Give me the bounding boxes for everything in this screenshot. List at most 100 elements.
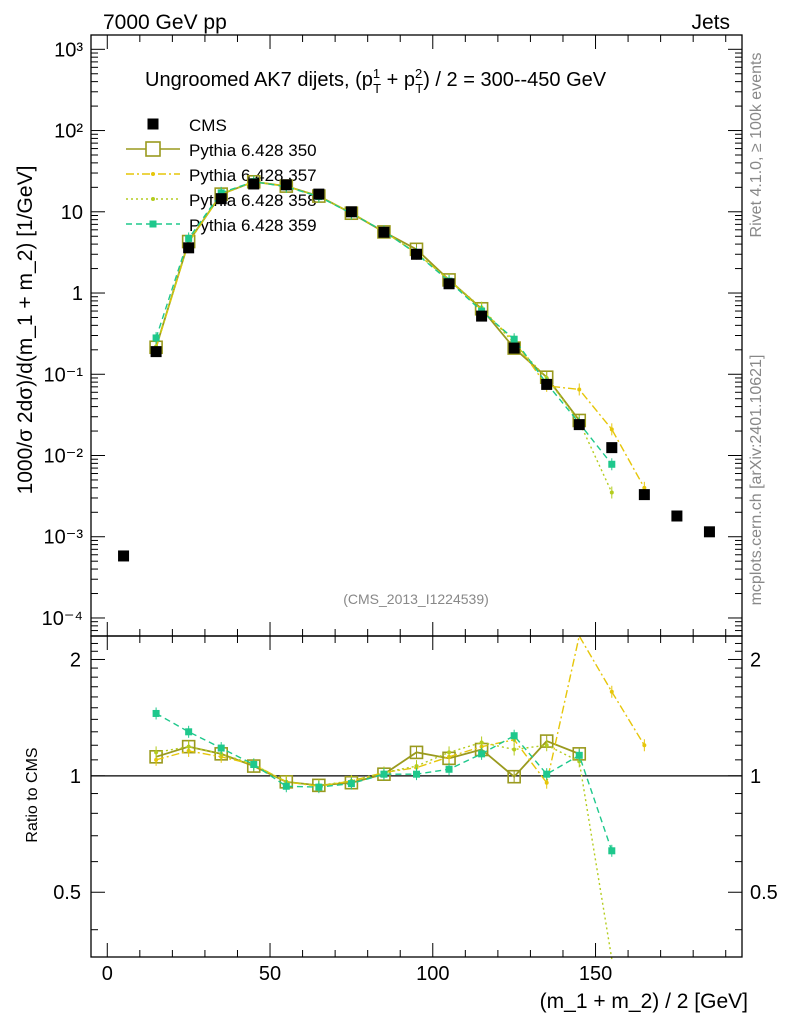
series-point (186, 744, 191, 749)
legend-marker (151, 172, 155, 176)
ratio-tick-label: 2 (70, 649, 81, 671)
data-point (118, 550, 130, 562)
series-point (609, 490, 614, 495)
series-point (154, 750, 159, 755)
series-point (282, 782, 290, 790)
data-point (541, 378, 553, 390)
x-tick-label: 150 (579, 963, 612, 985)
data-point (345, 206, 357, 218)
series-point (510, 335, 518, 343)
series-point (544, 780, 549, 785)
series-point (512, 747, 517, 752)
x-tick-label: 100 (416, 963, 449, 985)
legend-label: Pythia 6.428 358 (189, 191, 317, 210)
series-point (413, 770, 420, 778)
series-point (380, 770, 388, 778)
series-point (347, 780, 355, 788)
series-point (577, 387, 582, 392)
y-tick-label: 10⁻³ (44, 527, 84, 549)
series-point (479, 740, 484, 745)
legend-marker (151, 197, 155, 201)
series-point (609, 427, 614, 432)
series-point (447, 750, 452, 755)
legend-marker (149, 220, 157, 228)
ratio-tick-label: 0.5 (53, 882, 81, 904)
data-point (248, 178, 260, 190)
axes: 10⁻⁴ 10⁻³ 10⁻² 10⁻¹ 1 10 10² 10³ 0.5 0.5 1 1 2 2 0 50 10… (42, 34, 778, 985)
series-point (608, 460, 616, 468)
series-point (445, 765, 453, 773)
series-point (414, 764, 419, 769)
x-tick-label: 0 (102, 963, 113, 985)
data-point (215, 193, 227, 205)
series-line-3-ratio (155, 712, 613, 852)
series-point (642, 743, 647, 748)
y-tick-label: 10³ (54, 39, 83, 61)
data-point (313, 188, 325, 200)
legend-item-3: Pythia 6.428 359 (126, 216, 317, 235)
legend-marker (145, 141, 161, 157)
series-point (409, 745, 424, 760)
data-point (671, 510, 683, 522)
y-axis-label: 1000/σ 2dσ)/d(m_1 + m_2) [1/GeV] (14, 166, 37, 495)
data-point (443, 278, 455, 290)
data-point (606, 442, 618, 454)
data-point (280, 179, 292, 191)
series-point (152, 334, 160, 342)
header-right: Jets (691, 11, 730, 34)
legend-item-data: CMS (147, 116, 227, 135)
legend-label: CMS (189, 116, 227, 135)
series-point (315, 783, 323, 791)
x-tick-label: 50 (259, 963, 281, 985)
series-point (609, 689, 614, 694)
y-tick-label: 10 (61, 202, 83, 224)
ratio-tick-label-right: 1 (750, 766, 761, 788)
main-plot (118, 174, 715, 562)
series-point (510, 732, 518, 740)
ratio-frame (90, 635, 743, 958)
series-point (543, 770, 551, 778)
analysis-id: (CMS_2013_I1224539) (343, 591, 489, 607)
series-point (575, 751, 583, 759)
series-point (154, 757, 159, 762)
data-point (150, 346, 162, 358)
mcplots-label: mcplots.cern.ch [arXiv:2401.10621] (748, 355, 765, 606)
ratio-tick-label-right: 2 (750, 649, 761, 671)
y-tick-label: 10⁻¹ (44, 364, 84, 386)
y-tick-label: 10⁻⁴ (42, 608, 83, 630)
ratio-y-axis-label: Ratio to CMS (24, 747, 41, 842)
data-point (476, 310, 488, 322)
series-point (152, 709, 160, 717)
legend-label: Pythia 6.428 359 (189, 216, 317, 235)
data-point (638, 489, 650, 501)
data-point (508, 342, 520, 354)
header-left: 7000 GeV pp (103, 11, 227, 34)
data-point (378, 226, 390, 238)
x-axis-label: (m_1 + m_2) / 2 [GeV] (540, 990, 748, 1013)
series-point (544, 743, 549, 748)
legend-data-marker (147, 118, 159, 130)
ratio-tick-label: 1 (70, 766, 81, 788)
series-point (507, 769, 521, 784)
series-point (608, 847, 616, 855)
data-point (573, 419, 585, 431)
series-point (217, 189, 225, 197)
y-tick-label: 10⁻² (44, 445, 84, 467)
data-point (183, 242, 195, 254)
ratio-tick-label-right: 0.5 (750, 882, 778, 904)
ratio-plot (91, 634, 742, 960)
data-point (703, 526, 715, 538)
legend-item-0: Pythia 6.428 350 (126, 141, 317, 160)
y-tick-label: 10² (54, 121, 83, 143)
series-point (185, 728, 193, 736)
series-point (642, 485, 647, 490)
data-point (411, 248, 422, 260)
chart-title: Ungroomed AK7 dijets, (p1 T + p2 T) / 2 = … (145, 66, 607, 96)
rivet-label: Rivet 4.1.0, ≥ 100k events (748, 53, 765, 238)
series-point (478, 750, 486, 758)
series-line-1-ratio (155, 634, 645, 787)
legend-label: Pythia 6.428 350 (189, 141, 317, 160)
series-point (217, 744, 225, 752)
